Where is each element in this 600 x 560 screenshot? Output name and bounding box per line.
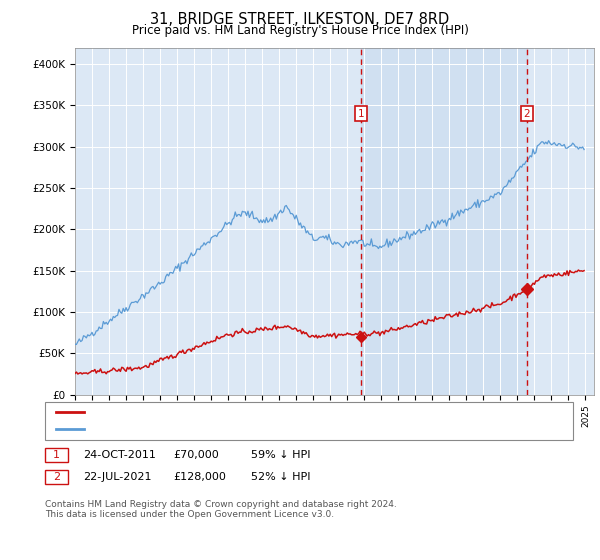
Text: Contains HM Land Registry data © Crown copyright and database right 2024.
This d: Contains HM Land Registry data © Crown c… <box>45 500 397 519</box>
Text: 1: 1 <box>53 450 60 460</box>
Text: 2: 2 <box>523 109 530 119</box>
Text: 31, BRIDGE STREET, ILKESTON, DE7 8RD (detached house): 31, BRIDGE STREET, ILKESTON, DE7 8RD (de… <box>90 407 397 417</box>
Bar <box>361 48 527 395</box>
Text: £70,000: £70,000 <box>173 450 218 460</box>
Text: 22-JUL-2021: 22-JUL-2021 <box>83 472 151 482</box>
Text: HPI: Average price, detached house, Erewash: HPI: Average price, detached house, Erew… <box>90 424 327 435</box>
Text: 1: 1 <box>358 109 365 119</box>
Text: £128,000: £128,000 <box>173 472 226 482</box>
Text: 52% ↓ HPI: 52% ↓ HPI <box>251 472 310 482</box>
Text: 59% ↓ HPI: 59% ↓ HPI <box>251 450 310 460</box>
Text: 31, BRIDGE STREET, ILKESTON, DE7 8RD: 31, BRIDGE STREET, ILKESTON, DE7 8RD <box>151 12 449 27</box>
Text: Price paid vs. HM Land Registry's House Price Index (HPI): Price paid vs. HM Land Registry's House … <box>131 24 469 37</box>
Text: 24-OCT-2011: 24-OCT-2011 <box>83 450 155 460</box>
Text: 2: 2 <box>53 472 60 482</box>
